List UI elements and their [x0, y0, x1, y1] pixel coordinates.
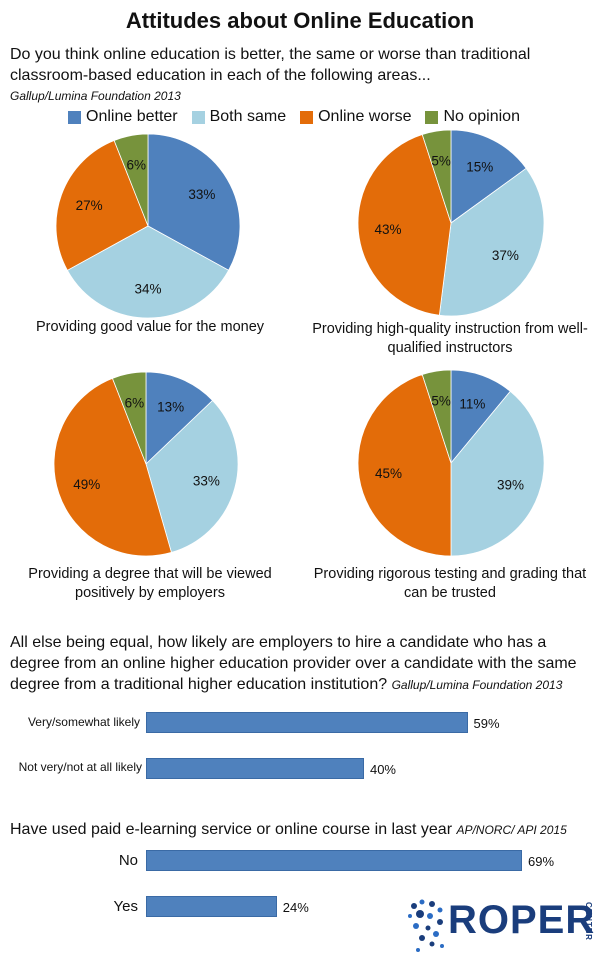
legend-swatch: [68, 110, 81, 124]
bar-value: 40%: [369, 762, 396, 777]
pie-data-label: 49%: [73, 477, 100, 492]
pie-slice-no-opinion: [111, 371, 147, 465]
pie-chart-value: 33% 34% 27% 6%: [55, 133, 241, 319]
bar-value: 59%: [473, 716, 500, 731]
pie-data-label: 39%: [497, 477, 524, 492]
legend: Online better Both same Online worse No …: [68, 108, 520, 126]
legend-swatch: [425, 110, 439, 124]
legend-label: Online better: [86, 108, 178, 125]
pie-caption: Providing rigorous testing and grading t…: [313, 566, 587, 601]
source-note: Gallup/Lumina Foundation 2013: [10, 89, 181, 103]
bar-value: 69%: [528, 854, 555, 869]
pie-data-label: 45%: [375, 466, 402, 481]
pie-caption: Providing a degree that will be viewed p…: [28, 566, 272, 601]
legend-label: Online worse: [318, 108, 412, 125]
pie-caption: Providing high-quality instruction from …: [312, 321, 588, 356]
bar-yes: [146, 896, 277, 917]
employer-question: All else being equal, how likely are emp…: [10, 632, 595, 696]
employer-question-text: All else being equal, how likely are emp…: [10, 634, 577, 693]
legend-swatch: [191, 110, 205, 124]
pie-slice-online-better: [147, 133, 241, 271]
elearning-question-source: AP/NORC/ API 2015: [456, 823, 567, 837]
bar-value: 24%: [282, 900, 309, 915]
pie-data-label: 13%: [157, 399, 184, 414]
pie-data-label: 27%: [76, 198, 103, 213]
pie-slice-both-same: [66, 225, 230, 319]
pie-slice-online-worse: [53, 377, 172, 557]
pie-data-label: 33%: [188, 187, 215, 202]
roper-dots-icon: [408, 899, 444, 952]
legend-item-online-better: Online better: [68, 108, 178, 126]
pie-slice-online-worse: [55, 139, 149, 271]
pie-chart-testing: 11% 39% 45% 5%: [357, 369, 545, 557]
bar-very-likely: [146, 712, 468, 733]
elearning-question-text: Have used paid e-learning service or onl…: [10, 821, 453, 838]
pie-slice-online-better: [450, 129, 527, 224]
pie-slice-no-opinion: [421, 369, 452, 464]
pie-slice-online-worse: [357, 374, 452, 557]
legend-swatch: [300, 110, 314, 124]
elearning-question: Have used paid e-learning service or onl…: [10, 821, 567, 839]
pie-chart-instruction: 15% 37% 43% 5%: [357, 129, 545, 317]
pie-slice-both-same: [450, 390, 545, 557]
pie-data-label: 5%: [431, 154, 451, 169]
pie-slice-both-same: [438, 167, 545, 317]
employer-question-source: Gallup/Lumina Foundation 2013: [391, 678, 563, 692]
legend-item-online-worse: Online worse: [300, 108, 411, 126]
pie-slice-no-opinion: [421, 129, 452, 224]
bar-label: Not very/not at all likely: [18, 760, 142, 774]
bar-no: [146, 850, 522, 871]
logo-subtext: CENTER: [584, 902, 593, 941]
pie-caption: Providing good value for the money: [35, 319, 265, 335]
pie-data-label: 34%: [134, 282, 161, 297]
legend-label: No opinion: [443, 108, 520, 125]
intro-question: Do you think online education is better,…: [10, 46, 531, 84]
bar-label: Yes: [113, 898, 138, 915]
pie-data-label: 11%: [459, 396, 485, 411]
logo-text: ROPER: [448, 898, 596, 942]
pie-slice-no-opinion: [113, 133, 149, 227]
pie-slice-online-worse: [357, 134, 452, 316]
pie-data-label: 15%: [466, 160, 493, 175]
roper-center-logo: ROPER CENTER: [406, 896, 596, 956]
pie-data-label: 33%: [193, 473, 220, 488]
pie-data-label: 6%: [127, 158, 147, 173]
pie-data-label: 43%: [375, 222, 402, 237]
legend-item-both-same: Both same: [191, 108, 287, 126]
pie-data-label: 6%: [125, 396, 145, 411]
legend-item-no-opinion: No opinion: [425, 108, 520, 126]
pie-data-label: 37%: [492, 248, 519, 263]
bar-label: Very/somewhat likely: [27, 715, 140, 729]
pie-chart-employers: 13% 33% 49% 6%: [53, 371, 239, 557]
page-title: Attitudes about Online Education: [125, 8, 475, 33]
pie-data-label: 5%: [431, 394, 451, 409]
pie-slice-online-better: [145, 371, 214, 465]
bar-label: No: [118, 852, 138, 869]
bar-not-likely: [146, 758, 364, 779]
pie-slice-both-same: [145, 399, 239, 553]
legend-label: Both same: [209, 108, 287, 125]
